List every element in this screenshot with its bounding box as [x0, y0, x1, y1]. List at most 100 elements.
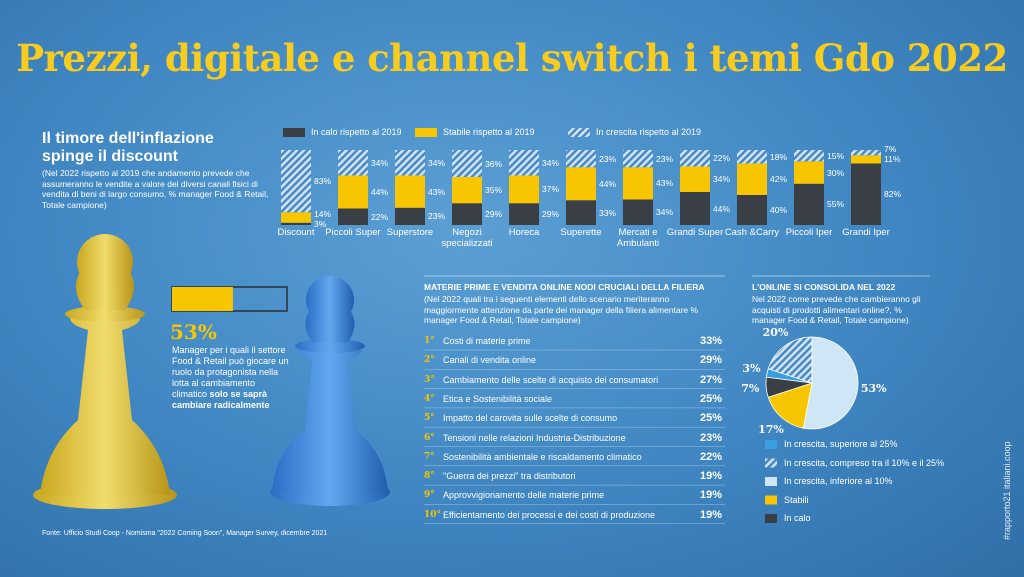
value-label: 44% [713, 203, 731, 214]
rank-value: 29% [699, 354, 722, 367]
value-label: 43% [656, 178, 674, 189]
value-label: 30% [827, 167, 845, 178]
pie-label: 17% [758, 422, 784, 436]
legend-swatch [415, 128, 437, 137]
legend-swatch [568, 128, 590, 137]
bar-segment [737, 163, 767, 195]
bar-segment [623, 199, 653, 225]
pie-slice [765, 376, 813, 398]
legend-swatch [765, 514, 777, 523]
rank-label: Canali di vendita online [443, 355, 537, 366]
rank-number: 5° [424, 413, 435, 424]
bar-segment [452, 203, 482, 225]
value-label: 18% [770, 151, 788, 162]
rank-label: Cambiamento delle scelte di acquisto dei… [443, 374, 659, 385]
category-label: Grandi Super [666, 227, 724, 238]
rank-value: 33% [699, 335, 722, 347]
legend-swatch [765, 477, 777, 486]
bar-segment [794, 161, 824, 184]
category-label: Negozi specializzati [441, 227, 493, 249]
pie-slice [767, 382, 813, 429]
pie-label: 53% [860, 381, 887, 395]
rank-value: 25% [699, 392, 722, 405]
rank-number: 8° [424, 471, 435, 482]
value-label: 14% [314, 208, 332, 219]
rank-number: 2° [424, 355, 435, 366]
bar-segment [737, 195, 767, 225]
value-label: 7% [884, 144, 897, 155]
pie-label: 7% [741, 381, 760, 395]
bar-chart-title: Il timore dell'inflazione spinge il disc… [42, 130, 214, 165]
bar-segment [395, 175, 425, 208]
value-label: 34% [428, 157, 446, 168]
rank-number: 3° [424, 374, 435, 385]
bar-segment [737, 150, 767, 164]
legend-label: In crescita, compreso tra il 10% e il 25… [784, 457, 945, 468]
blue-pawn [270, 276, 390, 506]
progress-bar [172, 287, 233, 311]
bar-segment [566, 150, 596, 168]
bar-chart-subtitle: (Nel 2022 rispetto al 2019 che andamento… [42, 168, 269, 210]
bar-segment [623, 167, 653, 200]
value-label: 11% [884, 154, 901, 165]
rank-label: Efficientamento dei processi e dei costi… [443, 509, 655, 520]
legend-swatch [765, 495, 777, 505]
pie-subtitle: Nel 2022 come prevede che cambieranno gl… [752, 294, 921, 325]
bar-segment [338, 150, 368, 176]
rank-value: 19% [699, 489, 722, 502]
bar-segment [794, 183, 824, 225]
rank-number: 4° [424, 393, 435, 404]
value-label: 34% [656, 207, 674, 218]
bar-segment [851, 150, 881, 156]
bar-segment [566, 200, 596, 225]
pie-label: 3% [742, 362, 761, 376]
bar-segment [452, 177, 482, 204]
legend-label: In calo [784, 513, 811, 523]
pie-label: 20% [762, 325, 789, 339]
value-label: 40% [770, 205, 788, 215]
bar-segment [281, 150, 311, 213]
rank-label: Impatto del carovita sulle scelte di con… [443, 413, 618, 424]
legend-label: Stabile rispetto al 2019 [443, 127, 535, 137]
pie-title: L'ONLINE SI CONSOLIDA NEL 2022 [752, 282, 896, 292]
ranking-title: MATERIE PRIME E VENDITA ONLINE NODI CRUC… [424, 282, 705, 292]
title: Prezzi, digitale e channel switch i temi… [16, 36, 1008, 80]
rank-label: Approvvigionamento delle materie prime [443, 490, 605, 501]
bar-segment [680, 166, 710, 192]
bar-segment [395, 207, 425, 225]
bar-segment [395, 150, 425, 176]
legend-label: In crescita, superiore al 25% [784, 439, 898, 449]
value-label: 55% [827, 199, 845, 210]
value-label: 23% [656, 153, 674, 164]
rank-value: 19% [699, 470, 722, 483]
value-label: 33% [599, 207, 617, 218]
value-label: 37% [542, 184, 560, 195]
bar-segment [509, 175, 539, 204]
value-label: 34% [713, 174, 731, 185]
category-label: Superstore [386, 227, 434, 238]
progress-value: 53% [170, 320, 217, 344]
legend-label: In crescita rispetto al 2019 [596, 127, 702, 137]
legend-label: In calo rispetto al 2019 [311, 127, 402, 137]
category-label: Cash &Carry [724, 227, 780, 238]
value-label: 35% [485, 185, 503, 196]
value-label: 15% [827, 150, 845, 161]
category-label: Horeca [508, 227, 540, 238]
rank-value: 19% [699, 508, 722, 521]
bar-segment [680, 150, 710, 167]
yellow-pawn [33, 234, 177, 509]
bar-segment [851, 155, 881, 164]
bar-segment [566, 167, 596, 201]
rank-value: 27% [699, 373, 722, 386]
value-label: 34% [542, 157, 560, 168]
rank-number: 10° [424, 509, 442, 520]
category-label: Discount [277, 227, 315, 238]
value-label: 22% [713, 153, 731, 164]
bar-segment [509, 150, 539, 176]
rank-number: 7° [424, 451, 435, 462]
value-label: 29% [542, 209, 560, 220]
bar-segment [338, 175, 368, 209]
pie-slice [802, 336, 859, 430]
value-label: 43% [428, 186, 446, 197]
